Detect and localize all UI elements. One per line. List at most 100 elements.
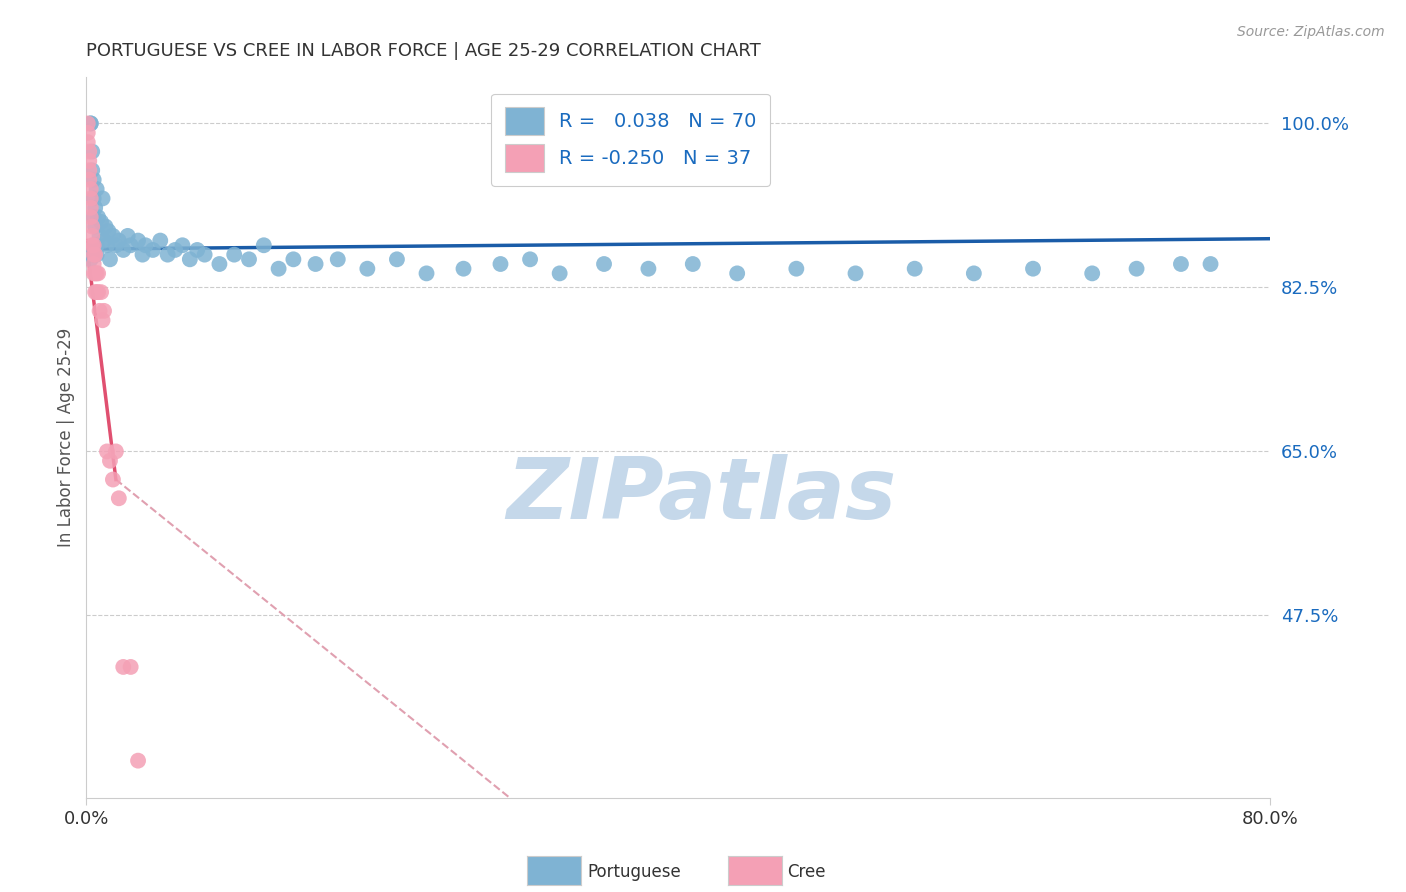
Point	[93, 234, 115, 248]
Point	[84, 201, 107, 215]
Point	[267, 261, 290, 276]
Point	[179, 252, 201, 267]
Point	[104, 444, 127, 458]
Point	[86, 285, 108, 299]
Point	[156, 247, 179, 261]
Point	[82, 219, 104, 234]
Point	[963, 266, 986, 280]
Point	[904, 261, 927, 276]
Point	[83, 266, 105, 280]
Point	[725, 266, 748, 280]
Point	[89, 228, 111, 243]
Text: Cree: Cree	[787, 863, 825, 881]
Point	[80, 116, 103, 130]
Point	[82, 238, 104, 252]
Point	[83, 191, 105, 205]
Point	[84, 219, 107, 234]
Point	[84, 285, 107, 299]
Point	[83, 257, 105, 271]
Point	[172, 238, 194, 252]
Point	[82, 247, 104, 261]
Point	[98, 454, 121, 468]
Legend: R =   0.038   N = 70, R = -0.250   N = 37: R = 0.038 N = 70, R = -0.250 N = 37	[491, 94, 770, 186]
Point	[593, 257, 616, 271]
Point	[637, 261, 659, 276]
Point	[682, 257, 704, 271]
Point	[86, 247, 108, 261]
Point	[77, 153, 100, 168]
Point	[1125, 261, 1147, 276]
Point	[117, 228, 139, 243]
Point	[83, 172, 105, 186]
Point	[76, 126, 98, 140]
Point	[86, 266, 108, 280]
Point	[1081, 266, 1104, 280]
Point	[120, 660, 142, 674]
Point	[112, 660, 135, 674]
Point	[87, 285, 110, 299]
Point	[86, 182, 108, 196]
Point	[80, 191, 103, 205]
Point	[120, 238, 142, 252]
Point	[87, 266, 110, 280]
Point	[149, 234, 172, 248]
Point	[453, 261, 475, 276]
Point	[96, 238, 118, 252]
Point	[104, 238, 127, 252]
Point	[77, 172, 100, 186]
Point	[101, 228, 124, 243]
Point	[194, 247, 217, 261]
Point	[253, 238, 276, 252]
Point	[415, 266, 437, 280]
Point	[96, 444, 118, 458]
Point	[548, 266, 571, 280]
Point	[519, 252, 541, 267]
Point	[108, 234, 131, 248]
Point	[91, 313, 114, 327]
Point	[97, 224, 120, 238]
Point	[80, 182, 103, 196]
Point	[98, 252, 121, 267]
Point	[83, 247, 105, 261]
Point	[304, 257, 326, 271]
Point	[283, 252, 305, 267]
Point	[82, 228, 104, 243]
Point	[91, 191, 114, 205]
Point	[89, 303, 111, 318]
Point	[80, 210, 103, 224]
Point	[385, 252, 408, 267]
Point	[90, 215, 112, 229]
Point	[80, 252, 103, 267]
Point	[76, 116, 98, 130]
Text: Source: ZipAtlas.com: Source: ZipAtlas.com	[1237, 25, 1385, 39]
Point	[356, 261, 378, 276]
Point	[238, 252, 260, 267]
Point	[84, 266, 107, 280]
Point	[82, 163, 104, 178]
Point	[326, 252, 349, 267]
Point	[94, 219, 117, 234]
Y-axis label: In Labor Force | Age 25-29: In Labor Force | Age 25-29	[58, 327, 75, 547]
Point	[77, 163, 100, 178]
Point	[134, 238, 156, 252]
Text: PORTUGUESE VS CREE IN LABOR FORCE | AGE 25-29 CORRELATION CHART: PORTUGUESE VS CREE IN LABOR FORCE | AGE …	[86, 42, 761, 60]
Point	[785, 261, 807, 276]
Point	[208, 257, 231, 271]
Point	[84, 247, 107, 261]
Point	[108, 491, 131, 506]
Point	[83, 243, 105, 257]
Point	[1170, 257, 1192, 271]
Point	[142, 243, 165, 257]
Text: ZIPatlas: ZIPatlas	[506, 454, 897, 537]
Point	[93, 303, 115, 318]
Point	[131, 247, 153, 261]
Point	[84, 238, 107, 252]
Point	[80, 201, 103, 215]
Point	[86, 238, 108, 252]
Point	[489, 257, 512, 271]
Point	[80, 116, 103, 130]
Point	[1022, 261, 1045, 276]
Text: Portuguese: Portuguese	[588, 863, 682, 881]
Point	[165, 243, 187, 257]
Point	[844, 266, 866, 280]
